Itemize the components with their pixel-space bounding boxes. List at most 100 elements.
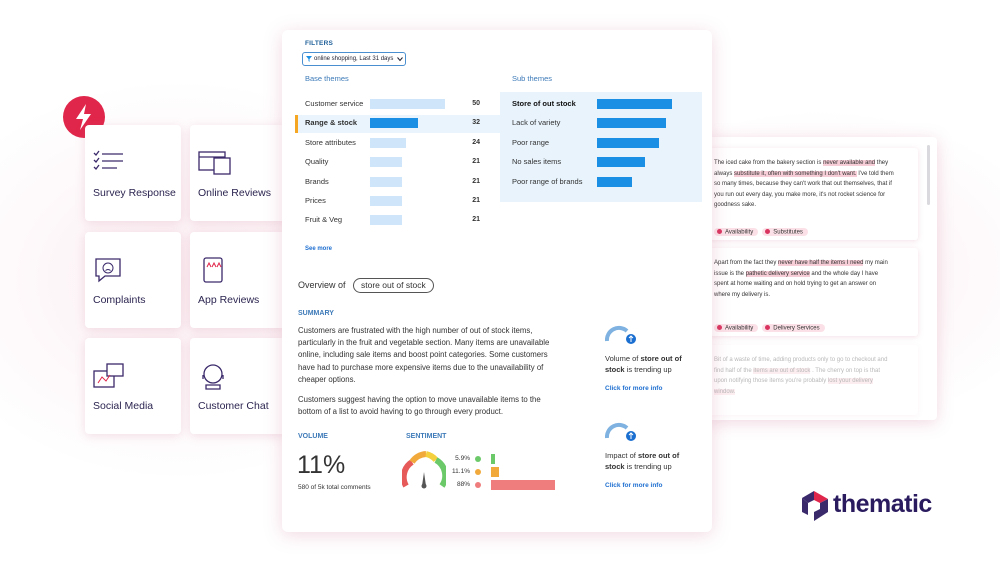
sentiment-dot <box>475 456 481 462</box>
theme-count: 21 <box>472 158 480 166</box>
tag[interactable]: Availability <box>714 227 759 236</box>
insight-suffix: is trending up <box>626 462 672 471</box>
scrollbar[interactable] <box>927 145 930 205</box>
subtheme-label[interactable]: No sales items <box>512 157 562 167</box>
tile-label: Customer Chat <box>198 400 269 412</box>
tile-icon <box>198 363 232 391</box>
filters-label: FILTERS <box>305 40 333 47</box>
theme-bar <box>370 137 406 148</box>
topic-pill: store out of stock <box>353 278 434 293</box>
insight-link[interactable]: Click for more info <box>605 385 663 392</box>
base-themes-title: Base themes <box>305 74 349 83</box>
tile-label: Social Media <box>93 400 154 412</box>
theme-label[interactable]: Prices <box>305 196 326 205</box>
theme-bar <box>370 99 445 109</box>
tag[interactable]: Availability <box>714 323 759 332</box>
selected-marker <box>295 115 298 134</box>
tags: Availability Substitutes <box>714 220 812 238</box>
insight-topic: store out of stock <box>605 451 680 471</box>
brand-name: thematic <box>833 490 932 518</box>
tag[interactable]: Delivery Services <box>762 323 825 332</box>
highlight: never have half the items I need <box>778 260 864 266</box>
chevron <box>397 57 403 62</box>
sentiment-bar <box>491 454 496 464</box>
insight-topic: store out of stock <box>605 354 682 374</box>
comment-segment: I've told them so many times, because th… <box>714 170 894 209</box>
comment-segment: my main issue is the <box>714 260 888 277</box>
tile-label: Complaints <box>93 294 146 306</box>
subtheme-label[interactable]: Poor range <box>512 137 550 147</box>
icon <box>198 151 231 175</box>
brand-icon <box>802 491 828 521</box>
summary-paragraph: Customers suggest having the option to m… <box>298 395 541 417</box>
icon <box>203 257 223 283</box>
comment-segment: The iced cake from the bakery section is <box>714 160 822 166</box>
comment-segment: and the whole day I have spent at home w… <box>714 270 879 298</box>
source-tile[interactable]: Complaints <box>85 232 181 328</box>
comment-segment: they always <box>714 160 889 177</box>
sentiment-label: 11.1% <box>452 468 470 475</box>
theme-bar <box>370 157 402 168</box>
sentiment-dot <box>475 482 481 488</box>
theme-label[interactable]: Fruit & Veg <box>305 215 343 225</box>
highlight: substitute it, often with something I do… <box>734 170 857 177</box>
tile-icon <box>93 363 127 391</box>
comment-segment: . The cherry on top is that upon notifyi… <box>714 367 881 385</box>
insight-text: Impact of store out of stock is trending… <box>605 450 697 472</box>
filter-value: online shopping, Last 31 days <box>314 56 394 62</box>
icon <box>95 258 121 283</box>
subtheme-label[interactable]: Store of out stock <box>512 99 576 108</box>
theme-count: 50 <box>472 100 480 107</box>
highlight: items are out of stock <box>753 367 811 374</box>
subtheme-label[interactable]: Lack of variety <box>512 118 561 128</box>
source-tile[interactable]: Online Reviews <box>190 125 286 221</box>
theme-count: 32 <box>472 119 480 127</box>
insight-prefix: Impact of <box>605 451 636 460</box>
source-tile[interactable]: App Reviews <box>190 232 286 328</box>
trend-icon <box>604 422 639 447</box>
summary-paragraph: Customers are frustrated with the high n… <box>298 326 550 384</box>
theme-label[interactable]: Store attributes <box>305 137 356 147</box>
see-more[interactable]: See more <box>305 246 333 252</box>
comment-segment: Bit of a waste of time, adding products … <box>714 357 888 374</box>
theme-bar <box>370 176 402 187</box>
theme-count: 24 <box>472 138 480 146</box>
icon <box>93 150 123 170</box>
icon <box>202 364 224 390</box>
gauge-icon <box>604 422 636 441</box>
theme-bar <box>370 118 418 129</box>
sub-themes-title: Sub themes <box>512 74 553 83</box>
sentiment-title: SENTIMENT <box>406 433 447 440</box>
source-tile[interactable]: Customer Chat <box>190 338 286 434</box>
sentiment-dot <box>475 469 481 475</box>
subtheme-bar <box>597 99 672 109</box>
theme-label[interactable]: Quality <box>305 157 329 167</box>
highlight: pathetic delivery service <box>745 270 810 277</box>
comments-panel: The iced cake from the bakery section is… <box>700 137 937 420</box>
tile-label: Online Reviews <box>198 187 271 199</box>
theme-label[interactable]: Brands <box>305 176 329 186</box>
theme-count: 21 <box>472 216 480 224</box>
tile-icon <box>198 257 232 285</box>
subtheme-label[interactable]: Poor range of brands <box>512 176 583 186</box>
tag[interactable]: Substitutes <box>762 227 808 236</box>
tile-label: Survey Response <box>93 187 176 199</box>
filter-dropdown[interactable]: online shopping, Last 31 days <box>302 52 406 66</box>
source-tile[interactable]: Social Media <box>85 338 181 434</box>
subtheme-bar <box>597 157 645 168</box>
subtheme-bar <box>597 137 659 148</box>
theme-count: 21 <box>472 177 480 185</box>
highlight: never available and <box>823 160 876 166</box>
theme-label[interactable]: Range & stock <box>305 118 358 128</box>
theme-label[interactable]: Customer service <box>305 99 364 108</box>
comment-card: Apart from the fact they never have half… <box>708 248 918 336</box>
comment-text: Bit of a waste of time, adding products … <box>714 355 894 397</box>
sentiment-label: 88% <box>456 481 470 488</box>
insight-link[interactable]: Click for more info <box>605 482 663 489</box>
comment-card: The iced cake from the bakery section is… <box>708 148 918 240</box>
source-tile[interactable]: Survey Response <box>85 125 181 221</box>
insight-text: Volume of store out of stock is trending… <box>605 353 697 375</box>
theme-bar <box>370 196 402 206</box>
comment-text: Apart from the fact they never have half… <box>714 258 894 300</box>
